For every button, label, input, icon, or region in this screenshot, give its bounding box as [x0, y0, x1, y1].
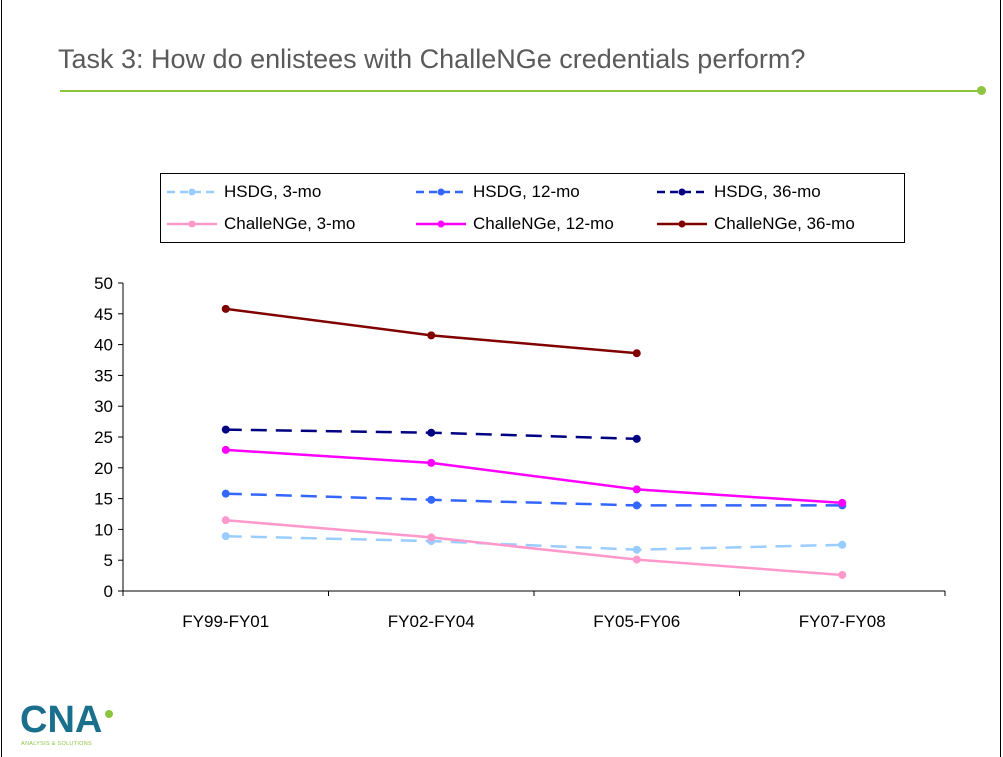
y-tick-label: 0 — [104, 582, 113, 601]
legend-label-hsdg-12mo: HSDG, 12-mo — [473, 182, 580, 201]
data-point-challenge-3-mo — [632, 555, 641, 564]
y-tick-label: 10 — [94, 520, 113, 539]
legend-swatch-hsdg-12mo — [416, 188, 466, 196]
legend-label-hsdg-36mo: HSDG, 36-mo — [714, 182, 821, 201]
data-point-challenge-3-mo — [838, 570, 847, 579]
y-tick-label: 20 — [94, 459, 113, 478]
x-tick-label: FY02-FY04 — [388, 612, 475, 631]
y-tick-label: 30 — [94, 397, 113, 416]
data-point-challenge-36-mo — [427, 331, 436, 340]
data-point-hsdg-3-mo — [838, 540, 847, 549]
y-tick-label: 5 — [104, 551, 113, 570]
chart-legend: HSDG, 3-mo HSDG, 12-mo HSDG, 36-mo Chall… — [160, 173, 905, 243]
logo-tagline: ANALYSIS & SOLUTIONS — [21, 741, 92, 747]
x-tick-label: FY05-FY06 — [593, 612, 680, 631]
legend-label-challenge-36mo: ChalleNGe, 36-mo — [714, 214, 855, 233]
cna-logo: CNA ANALYSIS & SOLUTIONS — [20, 699, 113, 747]
data-point-hsdg-12-mo — [427, 495, 436, 504]
y-tick-label: 40 — [94, 336, 113, 355]
legend-item-hsdg-12mo: HSDG, 12-mo — [415, 182, 580, 202]
data-point-hsdg-36-mo — [221, 425, 230, 434]
title-accent-dot — [977, 86, 986, 95]
legend-swatch-hsdg-36mo — [657, 188, 707, 196]
legend-item-hsdg-3mo: HSDG, 3-mo — [166, 182, 321, 202]
legend-swatch-challenge-12mo — [416, 220, 466, 228]
series-line-hsdg-3-mo — [225, 534, 843, 551]
data-point-challenge-3-mo — [221, 516, 230, 525]
series-line-challenge-36-mo — [225, 307, 637, 355]
data-point-hsdg-36-mo — [427, 428, 436, 437]
y-tick-label: 45 — [94, 305, 113, 324]
data-point-hsdg-3-mo — [632, 545, 641, 554]
y-tick-label: 35 — [94, 366, 113, 385]
data-point-challenge-12-mo — [632, 485, 641, 494]
slide-border-left — [1, 0, 2, 757]
data-point-challenge-36-mo — [221, 304, 230, 313]
x-tick-label: FY99-FY01 — [182, 612, 269, 631]
x-tick-label: FY07-FY08 — [799, 612, 886, 631]
legend-swatch-challenge-3mo — [167, 220, 217, 228]
data-point-challenge-12-mo — [838, 498, 847, 507]
data-point-challenge-3-mo — [427, 533, 436, 542]
slide-border-right — [1000, 0, 1001, 757]
y-tick-label: 15 — [94, 490, 113, 509]
legend-item-challenge-3mo: ChalleNGe, 3-mo — [166, 214, 355, 234]
logo-wordmark: CNA — [20, 699, 102, 741]
data-point-hsdg-12-mo — [221, 489, 230, 498]
series-line-challenge-3-mo — [225, 518, 843, 577]
data-point-challenge-12-mo — [427, 458, 436, 467]
legend-label-challenge-3mo: ChalleNGe, 3-mo — [224, 214, 356, 233]
data-point-challenge-36-mo — [632, 349, 641, 358]
legend-swatch-challenge-36mo — [657, 220, 707, 228]
y-tick-label: 25 — [94, 428, 113, 447]
series-line-hsdg-12-mo — [225, 492, 843, 507]
y-tick-label: 50 — [94, 274, 113, 293]
series-line-challenge-12-mo — [225, 448, 843, 505]
legend-item-challenge-36mo: ChalleNGe, 36-mo — [656, 214, 855, 234]
legend-item-hsdg-36mo: HSDG, 36-mo — [656, 182, 821, 202]
legend-item-challenge-12mo: ChalleNGe, 12-mo — [415, 214, 614, 234]
logo-dot — [105, 710, 113, 718]
legend-swatch-hsdg-3mo — [167, 188, 217, 196]
data-point-hsdg-3-mo — [221, 532, 230, 541]
legend-label-challenge-12mo: ChalleNGe, 12-mo — [473, 214, 614, 233]
data-point-hsdg-36-mo — [632, 434, 641, 443]
title-underline — [60, 90, 980, 92]
data-point-hsdg-12-mo — [632, 501, 641, 510]
slide-title: Task 3: How do enlistees with ChalleNGe … — [58, 44, 806, 74]
legend-label-hsdg-3mo: HSDG, 3-mo — [224, 182, 322, 201]
data-point-challenge-12-mo — [221, 445, 230, 454]
